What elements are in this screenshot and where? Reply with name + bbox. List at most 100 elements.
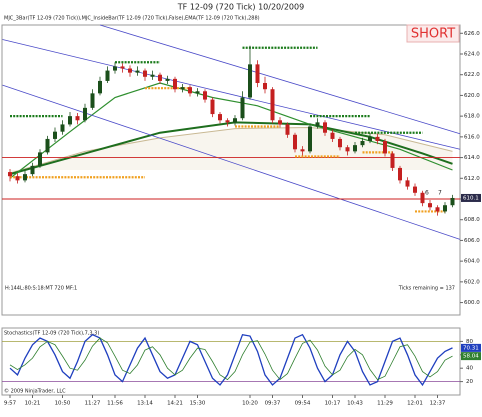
chart-title: TF 12-09 (720 Tick) 10/20/2009: [177, 3, 304, 12]
candle-body: [390, 153, 395, 168]
candle-body: [248, 64, 252, 98]
stochastic-line: [9, 337, 453, 381]
candle-body: [75, 116, 80, 121]
y-tick-label: 620.0: [464, 93, 480, 99]
candle-body: [308, 126, 312, 152]
pattern-count: 7: [438, 190, 442, 197]
candle-body: [15, 176, 20, 181]
candle-body: [158, 74, 162, 81]
candle-body: [420, 192, 425, 204]
x-tick-label: 09:54: [295, 401, 311, 407]
candle-body: [413, 186, 417, 193]
candle-body: [450, 197, 455, 206]
candle-body: [405, 180, 410, 187]
moving-average: [9, 127, 453, 174]
candle-body: [53, 131, 57, 139]
candle-body: [293, 134, 297, 150]
x-tick-label: 12:01: [407, 401, 423, 407]
y-tick-label: 616.0: [464, 134, 480, 140]
candle-body: [353, 145, 357, 152]
last-price-label: 610.1: [463, 195, 479, 201]
status-left: H:144L:80:S:18:MT 720 MF:1: [5, 286, 77, 292]
price-panel: [1, 24, 461, 316]
candle-body: [323, 122, 327, 133]
candle-body: [165, 78, 170, 81]
candle-body: [368, 136, 372, 141]
candle-body: [300, 149, 305, 152]
x-tick-label: 10:21: [25, 401, 41, 407]
candle-body: [105, 70, 110, 81]
candle-body: [203, 91, 207, 100]
candle-body: [278, 120, 282, 125]
candle-body: [240, 97, 245, 119]
candle-body: [60, 124, 65, 132]
candle-body: [90, 93, 95, 108]
trendline: [99, 24, 461, 135]
candle-body: [143, 70, 147, 77]
candle-body: [195, 91, 200, 94]
value-box: [461, 352, 481, 361]
candle-body: [435, 207, 440, 212]
candle-body: [285, 124, 290, 135]
candle-body: [428, 203, 432, 208]
candle-body: [398, 167, 402, 181]
x-tick-label: 10:43: [347, 401, 363, 407]
pattern-count: 6: [425, 190, 429, 197]
stochastics-label: Stochastics(TF 12-09 (720 Tick),7,3,3): [4, 331, 99, 337]
stochastics-panel: [1, 327, 461, 396]
stochastic-line: [9, 333, 453, 387]
moving-average: [9, 121, 453, 176]
y-tick-label: 614.0: [464, 155, 480, 161]
candle-body: [30, 165, 35, 175]
x-tick-label: 10:50: [55, 401, 71, 407]
x-tick-label: 12:37: [430, 401, 446, 407]
trendline: [2, 39, 461, 150]
y-tick-label: 624.0: [464, 52, 480, 58]
candle-body: [128, 68, 132, 73]
x-tick-label: 10:20: [242, 401, 258, 407]
candle-body: [180, 87, 185, 90]
y-tick-label: 600.0: [464, 300, 480, 306]
signal-badge: SHORT: [411, 27, 455, 42]
y-tick-label: 608.0: [464, 217, 480, 223]
candle-body: [233, 118, 237, 123]
candle-body: [68, 116, 72, 125]
last-price-box: [461, 193, 481, 202]
y-tick-label: 626.0: [464, 31, 480, 37]
x-tick-label: 15:30: [190, 401, 206, 407]
candle-body: [338, 138, 342, 148]
candle-body: [188, 87, 192, 94]
y-tick-label: 606.0: [464, 238, 480, 244]
y-tick-label: 618.0: [464, 114, 480, 120]
candle-body: [83, 107, 87, 121]
candle-body: [38, 152, 42, 166]
x-tick-label: 11:29: [377, 401, 393, 407]
candle-body: [345, 147, 350, 152]
candle-body: [45, 138, 50, 153]
value-box: [461, 343, 481, 352]
y-tick-label: 40: [466, 366, 473, 372]
candle-body: [150, 74, 155, 77]
candle-body: [120, 66, 125, 69]
candle-body: [8, 172, 12, 177]
candle-body: [263, 83, 267, 90]
x-tick-label: 13:14: [137, 401, 153, 407]
y-tick-label: 602.0: [464, 279, 480, 285]
candle-body: [315, 122, 320, 127]
candle-body: [443, 205, 447, 212]
y-tick-label: 20: [466, 379, 473, 385]
candle-body: [218, 114, 222, 121]
x-tick-label: 10:17: [325, 401, 341, 407]
signal-badge-box: [406, 24, 460, 43]
value-label: 58.04: [463, 354, 479, 360]
candle-body: [225, 120, 230, 123]
y-tick-label: 604.0: [464, 259, 480, 265]
copyright: © 2009 NinjaTrader, LLC: [4, 388, 66, 395]
x-tick-label: 9:57: [4, 401, 17, 407]
candle-body: [270, 89, 275, 121]
candle-body: [255, 64, 260, 83]
candle-body: [135, 70, 140, 73]
y-tick-label: 80: [466, 339, 473, 345]
value-label: 70.31: [463, 345, 479, 351]
